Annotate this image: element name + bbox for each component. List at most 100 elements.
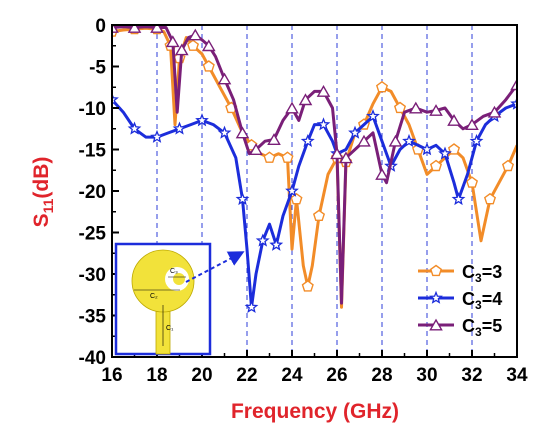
legend-label-tail: =3 <box>482 262 503 282</box>
series-2 <box>112 25 517 305</box>
series-point <box>316 84 331 97</box>
series-point <box>375 167 389 180</box>
y-axis-title: S11(dB) <box>30 157 56 228</box>
series-point <box>312 209 326 222</box>
series-point <box>165 35 180 48</box>
inset-pointer-arrow <box>185 251 245 283</box>
x-tick-label-34: 34 <box>506 365 528 386</box>
inset-label-c3: C₃ <box>170 268 178 275</box>
legend-swatch-marker <box>429 318 443 331</box>
series-point <box>393 101 407 114</box>
series-point <box>217 125 232 139</box>
series-point <box>267 133 281 146</box>
x-tick-label-28: 28 <box>371 365 392 386</box>
legend: C3=3C3=4C3=5 <box>418 262 502 339</box>
y-tick-label: -20 <box>79 182 106 203</box>
series-point <box>202 60 215 72</box>
series-layer <box>112 25 517 313</box>
series-point <box>285 101 299 114</box>
x-tick-label-18: 18 <box>146 365 167 386</box>
series-point <box>127 121 142 135</box>
series-point <box>447 143 461 155</box>
legend-label-sub: 3 <box>475 325 482 339</box>
legend-entry-1: C3=4 <box>418 289 502 312</box>
series-point <box>150 25 164 33</box>
series-point <box>201 39 216 52</box>
series-point <box>465 176 479 188</box>
x-tick-label-22: 22 <box>236 365 257 386</box>
series-point <box>150 129 164 143</box>
series-line-1 <box>112 98 517 309</box>
series-point <box>447 113 461 126</box>
series-point <box>375 80 389 93</box>
legend-swatch-marker <box>429 290 443 304</box>
series-point <box>263 151 276 163</box>
series-point <box>244 299 259 313</box>
series-point <box>357 134 371 147</box>
series-point <box>235 126 250 139</box>
series-point <box>186 39 200 51</box>
tick-labels: 16 18 20 22 24 26 28 30 32 34 0 -5 -10 -15 -20 -25 -30 -3… <box>79 16 528 386</box>
y-tick-label: -35 <box>79 307 107 328</box>
y-tick-label: -15 <box>79 141 107 162</box>
series-point <box>429 104 443 116</box>
x-tick-label-26: 26 <box>326 365 347 386</box>
legend-label-main: C <box>462 316 475 336</box>
axes <box>111 24 518 358</box>
antenna-inset: C₃ C₂ C₁ <box>114 242 245 356</box>
series-point <box>487 105 502 118</box>
legend-label-sub: 3 <box>475 271 482 285</box>
y-tick-label: -40 <box>79 348 106 369</box>
x-tick-label-20: 20 <box>191 365 212 386</box>
x-tick-label-32: 32 <box>461 365 482 386</box>
legend-label-sub: 3 <box>475 298 482 312</box>
series-point <box>301 280 314 292</box>
series-point <box>408 101 423 114</box>
series-point <box>501 159 515 172</box>
series-point <box>330 147 344 160</box>
legend-entry-2: C3=5 <box>418 316 502 339</box>
series-point <box>195 113 209 127</box>
legend-label-0: C3=3 <box>462 262 502 285</box>
series-point <box>402 133 416 147</box>
y-tick-label: -5 <box>89 58 106 79</box>
series-point <box>420 142 434 156</box>
series-point <box>112 92 119 106</box>
series-point <box>429 159 443 172</box>
legend-swatch-marker <box>429 264 443 277</box>
y-tick-label: -25 <box>79 224 107 245</box>
series-point <box>281 151 294 163</box>
series-point <box>188 28 203 41</box>
y-axis-title-unit: (dB) <box>30 157 53 199</box>
series-point <box>300 133 315 148</box>
series-point <box>465 118 479 131</box>
y-tick-label: -10 <box>79 99 106 120</box>
series-point <box>235 192 250 206</box>
series-point <box>269 237 284 251</box>
y-tick-label: -30 <box>79 265 106 286</box>
x-tick-label-24: 24 <box>281 365 303 386</box>
series-point <box>339 151 353 164</box>
series-point <box>348 125 362 139</box>
x-tick-label-30: 30 <box>416 365 437 386</box>
series-point <box>388 134 403 147</box>
series-point <box>285 183 299 197</box>
series-point <box>298 93 313 106</box>
legend-label-tail: =4 <box>482 289 503 309</box>
y-tick-label: 0 <box>95 16 106 37</box>
series-point <box>366 109 380 123</box>
series-point <box>316 117 331 131</box>
series-point <box>249 143 263 156</box>
series-point <box>438 146 452 160</box>
series-point <box>112 25 119 33</box>
series-point <box>172 121 187 135</box>
inset-label-c2: C₂ <box>150 293 158 300</box>
series-point <box>174 43 189 56</box>
legend-entry-0: C3=3 <box>418 262 502 285</box>
series-point <box>469 133 484 147</box>
series-point <box>127 25 142 33</box>
series-point <box>510 96 517 110</box>
series-point <box>483 192 497 205</box>
